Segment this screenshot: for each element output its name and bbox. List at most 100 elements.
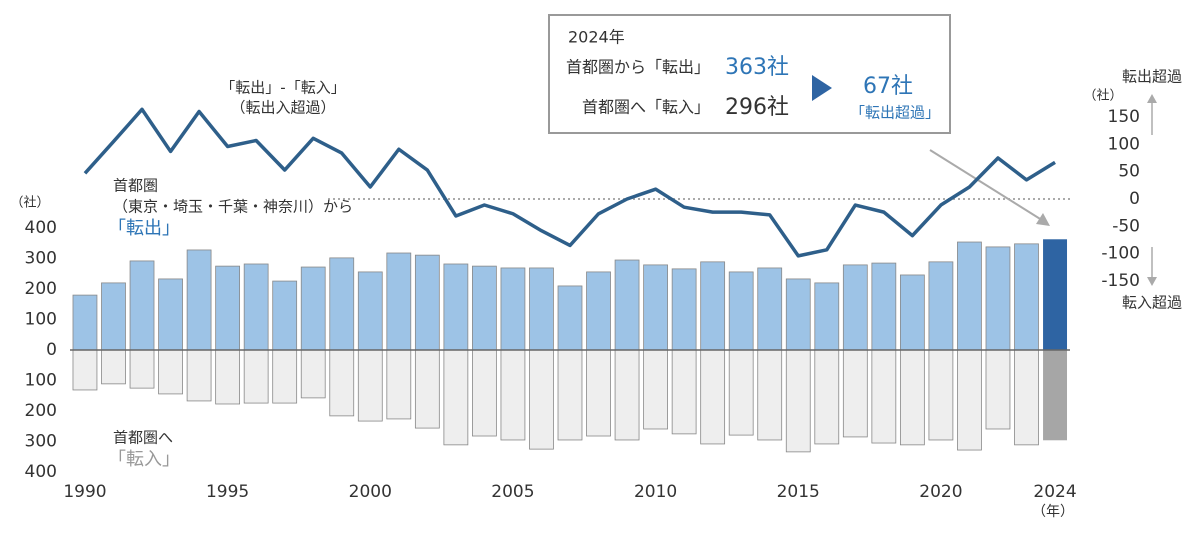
y2-tick-label: -100 [1101,244,1140,264]
x-tick-label: 1990 [63,482,106,502]
series-label: 「転出」 [108,218,180,239]
bar [871,349,897,444]
bar [443,349,469,446]
y2-tick-label: 0 [1129,189,1140,209]
bar [957,241,982,351]
pointer-arrow-head [1036,213,1050,226]
annotation: 首都圏へ「転入」 [582,98,710,117]
bar [186,249,212,351]
annotation: （年） [1032,504,1074,520]
bar [614,349,640,441]
bar [586,349,611,437]
bar [643,349,668,430]
bar [443,263,469,351]
bar [1043,350,1068,441]
line [83,107,1056,258]
annotation: （社） [1083,88,1122,104]
annotation: 363社 [725,55,789,80]
y2-tick-label: 150 [1108,107,1140,127]
pointer-arrow [929,149,1046,223]
bar [757,349,783,441]
y-tick-label: 200 [25,279,57,299]
bar [814,282,840,351]
bar [757,267,783,351]
bar [985,349,1011,430]
up-arrow-head [1147,94,1157,103]
x-tick-label: 2024 [1033,482,1076,502]
bar [300,349,326,399]
y-tick-label: 200 [25,401,57,421]
bar [72,349,98,391]
series-label: 「転出」-「転入」 [220,79,345,97]
y2-tick-label: 100 [1108,134,1140,154]
annotation: 首都圏 [113,177,158,195]
annotation: （転出入超過） [230,99,335,117]
bar [899,349,925,446]
bar [1014,243,1039,351]
y2-tick-label: 50 [1118,162,1140,182]
bar [529,349,554,450]
series-label: 「転入」 [108,449,180,470]
annotation: 2024年 [568,28,625,47]
annotation: 首都圏から「転出」 [566,58,710,77]
down-arrow-head [1147,277,1157,286]
y-tick-label: 300 [25,432,57,452]
bar [842,349,868,438]
bar [643,264,668,351]
x-tick-label: 1995 [206,482,249,502]
bar [728,271,754,351]
bar [557,349,583,441]
bar [1014,349,1039,446]
y-tick-label: 100 [25,371,57,391]
bar [386,349,412,420]
x-tick-label: 2015 [777,482,820,502]
bar [700,349,726,445]
bar [785,349,811,453]
bar [842,264,868,351]
bar [785,278,811,351]
bar [700,261,726,351]
bar [158,278,183,351]
x-tick-label: 2020 [919,482,962,502]
y-tick-label: 400 [25,462,57,482]
bar [72,294,98,351]
bar [671,349,697,435]
y-tick-label: 400 [25,218,57,238]
bar [101,349,126,385]
bar [329,257,355,351]
bar [671,268,697,351]
annotation: （社） [10,195,49,211]
bar [871,262,897,351]
y-tick-label: 100 [25,310,57,330]
bar [215,349,241,405]
annotation: 転入超過 [1122,294,1182,312]
bar [243,349,269,404]
bar [472,265,497,351]
bar [414,254,440,351]
x-tick-label: 2010 [634,482,677,502]
bar [357,349,383,422]
bar [985,246,1011,351]
bar [1043,239,1068,350]
bar [529,267,554,351]
annotation: 転出超過 [1122,68,1182,86]
bar [129,260,155,351]
bar [357,271,383,351]
summary-arrow [812,75,832,101]
x-tick-label: 2005 [491,482,534,502]
bar [557,285,583,351]
annotation: 「転出超過」 [850,104,940,122]
bar [101,282,126,351]
bar [129,349,155,389]
bar [472,349,497,437]
bar [928,261,954,351]
annotation: 67社 [863,74,913,99]
annotation: 296社 [725,95,789,120]
bar [243,263,269,351]
bar [500,349,526,441]
bar [928,349,954,441]
bar [957,349,982,451]
y2-tick-label: -50 [1112,216,1140,236]
bar [386,252,412,351]
y2-tick-label: -150 [1101,271,1140,291]
